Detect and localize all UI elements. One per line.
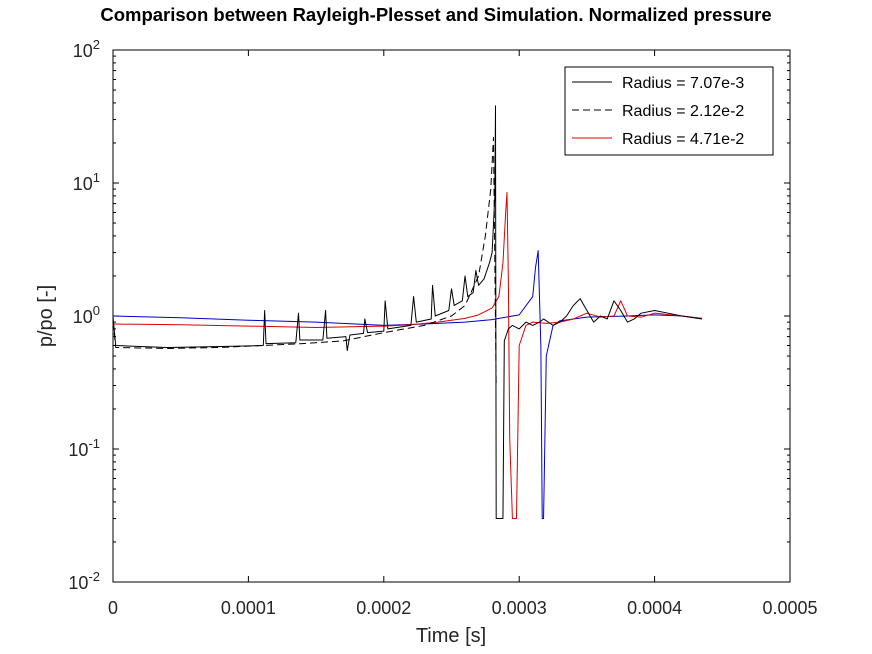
x-tick-label: 0.0001 — [221, 598, 276, 618]
y-tick-label: 102 — [73, 37, 100, 61]
series-line-2 — [112, 191, 703, 520]
y-tick-base: 10 — [68, 573, 88, 593]
y-tick-base: 10 — [73, 307, 93, 327]
y-tick-label: 101 — [73, 170, 100, 194]
series-line-0 — [112, 105, 703, 520]
x-tick-label: 0.0002 — [356, 598, 411, 618]
series-layer — [112, 105, 703, 520]
y-tick-exponent: 2 — [93, 37, 100, 52]
x-axis-label: Time [s] — [416, 625, 486, 647]
y-tick-exponent: 1 — [93, 170, 100, 185]
y-tick-label: 10-1 — [68, 436, 100, 460]
y-tick-base: 10 — [68, 440, 88, 460]
legend-label: Radius = 7.07e-3 — [622, 75, 744, 92]
legend: Radius = 7.07e-3 Radius = 2.12e-2 Radius =… — [564, 66, 774, 156]
legend-label: Radius = 4.71e-2 — [622, 131, 744, 148]
x-tick-label: 0.0004 — [627, 598, 682, 618]
y-tick-exponent: -1 — [88, 436, 100, 451]
y-tick-exponent: -2 — [88, 569, 100, 584]
y-tick-exponent: 0 — [93, 303, 100, 318]
x-tick-label: 0 — [108, 598, 118, 618]
y-axis-label: p/po [-] — [35, 285, 57, 347]
x-axis: 0 0.0001 0.0002 0.0003 0.0004 0.0005 — [108, 50, 818, 618]
y-tick-label: 100 — [73, 303, 100, 327]
legend-label: Radius = 2.12e-2 — [622, 103, 744, 120]
series-line-1 — [112, 136, 497, 386]
x-tick-label: 0.0005 — [762, 598, 817, 618]
y-tick-base: 10 — [73, 174, 93, 194]
x-tick-label: 0.0003 — [492, 598, 547, 618]
chart-title: Comparison between Rayleigh-Plesset and … — [100, 4, 772, 25]
y-tick-label: 10-2 — [68, 569, 100, 593]
y-tick-base: 10 — [73, 41, 93, 61]
